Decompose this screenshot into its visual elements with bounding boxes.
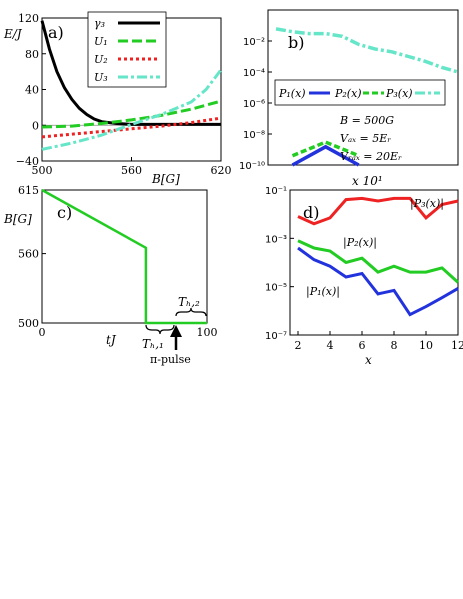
- panel-b-frame: [267, 9, 459, 166]
- panel-d-ytick-label: 10⁻¹: [265, 186, 287, 197]
- legend-b-2: P₃(x): [385, 87, 413, 100]
- panel-c-xlabel: tJ: [106, 333, 117, 347]
- panel-a: 500 560 620 120 80 40 0 −40 a) E/J B[G] γ₃ U₁ U…: [3, 11, 232, 186]
- panel-d-ytick-label: 10⁻⁷: [265, 331, 287, 342]
- panel-d: 2 4 6 8 10 12 10⁻¹ 10⁻³ 10⁻⁵ 10⁻⁷ d) x |P₃(x)| |P…: [265, 186, 463, 367]
- panel-d-xtick-label: 12: [451, 339, 463, 352]
- panel-b-annotation-2: Vᵣₐₓ = 20Eᵣ: [340, 150, 402, 163]
- pulse-arrow-icon: [170, 325, 182, 337]
- panel-a-ylabel: E/J: [3, 27, 23, 41]
- pulse-label: π-pulse: [150, 353, 191, 366]
- legend-a-1: U₁: [94, 35, 108, 48]
- panel-c-ytick-label: 615: [18, 184, 39, 197]
- panel-a-ytick-label: 120: [18, 12, 39, 25]
- th2-label: Tₕ,₂: [178, 295, 200, 309]
- panel-c-ytick-label: 560: [18, 248, 39, 261]
- th2-brace: [175, 307, 207, 317]
- panel-d-series-line: [297, 239, 460, 284]
- panel-b-ytick-label: 10⁻⁸: [243, 130, 265, 141]
- panel-c-frame: [41, 189, 208, 324]
- panel-b-series-line: [291, 140, 360, 158]
- panel-d-label: d): [303, 203, 319, 222]
- panel-d-series-label-p2: |P₂(x)|: [343, 236, 377, 250]
- legend-a-3: U₃: [94, 71, 108, 84]
- panel-b-ytick-label: 10⁻¹⁰: [239, 161, 265, 172]
- panel-b-ytick-label: 10⁻⁶: [243, 99, 265, 110]
- panel-d-series-line: [297, 196, 459, 226]
- panel-c-field-line: [41, 188, 207, 325]
- panel-d-ytick-label: 10⁻⁵: [265, 283, 287, 294]
- panel-c-label: c): [57, 203, 72, 222]
- panel-c-ylabel: B[G]: [3, 212, 32, 226]
- legend-a-0: γ₃: [94, 17, 105, 30]
- panel-b-ytick-label: 10⁻²: [243, 37, 265, 48]
- panel-d-xtick-label: 6: [359, 339, 366, 352]
- panel-d-xtick-label: 4: [327, 339, 334, 352]
- panel-b-series-line: [291, 144, 360, 167]
- panel-d-series-label-p3: |P₃(x)|: [410, 197, 444, 211]
- panel-b-annotation-0: B = 500G: [339, 114, 394, 127]
- panel-a-label: a): [48, 23, 64, 42]
- panel-c-xtick-label: 0: [39, 326, 46, 339]
- panel-c: 0 100 615 560 500 c) B[G] tJ Tₕ,₁ Tₕ,₂ π-pul…: [3, 184, 218, 366]
- legend-b-1: P₂(x): [334, 87, 362, 100]
- panel-a-series-line: [40, 20, 221, 126]
- panel-d-series-label-p1: |P₁(x)|: [306, 285, 340, 299]
- panel-b-xtick: x 10¹: [352, 174, 383, 188]
- th1-brace: [145, 324, 175, 335]
- panel-b: 10⁻² 10⁻⁴ 10⁻⁶ 10⁻⁸ 10⁻¹⁰ b) x 10¹ P₁(x) P₂(…: [239, 9, 459, 188]
- panel-d-series-line: [297, 246, 459, 317]
- panel-a-series-line: [41, 68, 223, 151]
- panel-b-series-line: [275, 27, 459, 74]
- panel-c-ytick-label: 500: [18, 317, 39, 330]
- panel-d-xlabel: x: [365, 353, 372, 367]
- panel-d-frame: [289, 189, 459, 336]
- panel-a-ytick-label: 40: [25, 84, 39, 97]
- panel-b-annotation-1: Vₐₓ = 5Eᵣ: [340, 132, 391, 145]
- panel-a-ytick-label: 80: [25, 48, 39, 61]
- legend-b-0: P₁(x): [278, 87, 306, 100]
- panel-b-label: b): [288, 33, 304, 52]
- panel-d-xtick-label: 2: [295, 339, 302, 352]
- panel-a-legend: γ₃ U₁ U₂ U₃: [87, 11, 167, 88]
- panel-a-xtick-label: 560: [121, 164, 142, 177]
- panel-d-ytick-label: 10⁻³: [265, 234, 287, 245]
- panel-a-xtick-label: 500: [32, 164, 53, 177]
- panel-d-xtick-label: 8: [391, 339, 398, 352]
- panel-a-series-line: [41, 99, 222, 129]
- panel-a-xtick-label: 620: [211, 164, 232, 177]
- legend-a-2: U₂: [94, 53, 108, 66]
- panel-b-legend: P₁(x) P₂(x) P₃(x): [274, 79, 446, 106]
- panel-c-xtick-label: 100: [197, 326, 218, 339]
- panel-b-ytick-label: 10⁻⁴: [243, 68, 265, 79]
- panel-a-xlabel: B[G]: [151, 172, 180, 186]
- panel-d-xtick-label: 10: [419, 339, 433, 352]
- panel-a-ytick-label: 0: [32, 119, 39, 132]
- th1-label: Tₕ,₁: [142, 337, 164, 351]
- panel-a-ytick-label: −40: [16, 155, 39, 168]
